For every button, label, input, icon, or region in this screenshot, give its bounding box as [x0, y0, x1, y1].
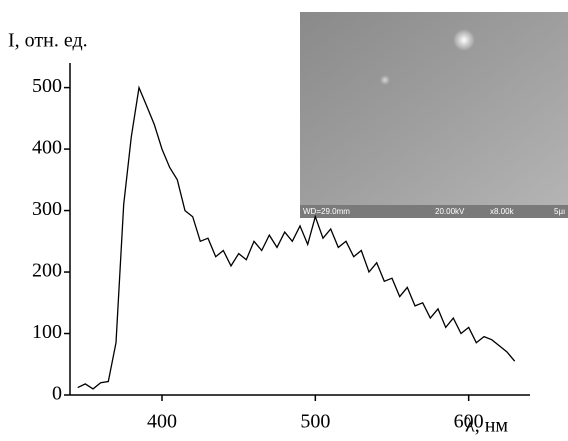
particle: [453, 29, 475, 51]
sem-info: WD=29.0mm: [303, 207, 350, 216]
y-tick-label: 200: [32, 260, 62, 282]
x-axis-label: λ, нм: [465, 415, 508, 437]
sem-image: [300, 12, 568, 205]
y-axis-label: I, отн. ед.: [8, 30, 88, 52]
sem-info: 20.00kV: [435, 207, 465, 216]
sem-info: x8.00k: [490, 207, 515, 216]
spectrum-line: [77, 85, 516, 390]
y-tick-label: 300: [32, 198, 62, 220]
sem-info-bar: [300, 205, 568, 218]
x-tick-label: 400: [147, 411, 177, 433]
particle: [380, 75, 390, 85]
y-tick-label: 500: [32, 75, 62, 97]
sem-inset: WD=29.0mm 20.00kV x8.00k 5µı: [300, 12, 568, 218]
y-tick-label: 400: [32, 137, 62, 159]
y-tick-label: 100: [32, 321, 62, 343]
x-tick-label: 500: [300, 411, 330, 433]
y-tick-label: 0: [52, 383, 62, 405]
x-tick-label: 600: [454, 411, 484, 433]
sem-info: 5µı: [554, 207, 565, 216]
